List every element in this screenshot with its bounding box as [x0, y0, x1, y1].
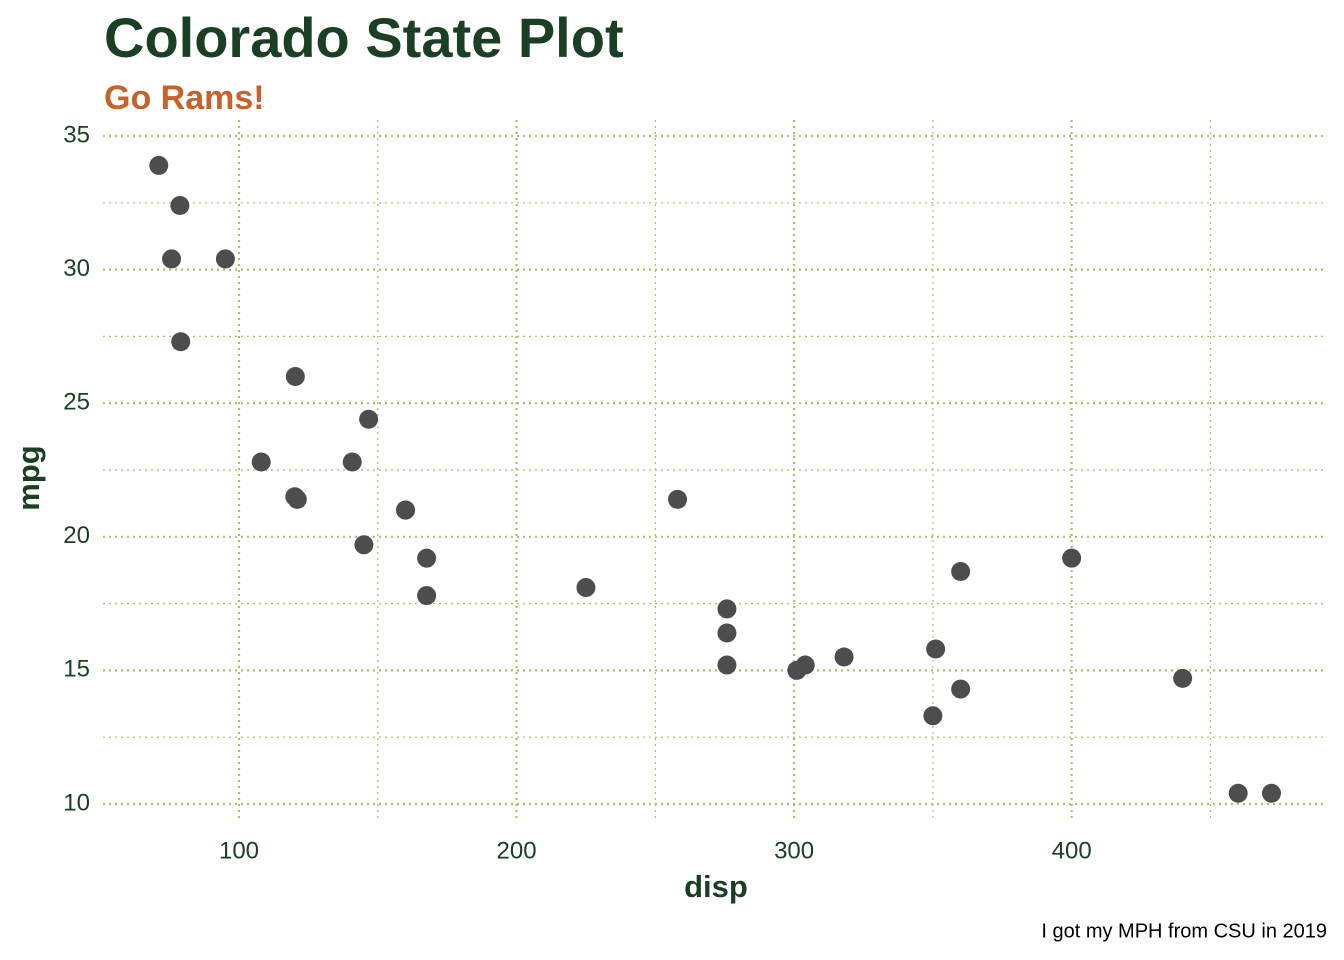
point	[1261, 783, 1281, 803]
x-tick-label: 300	[774, 837, 814, 864]
point	[396, 500, 416, 520]
point	[1062, 548, 1082, 568]
x-tick-label: 200	[497, 837, 537, 864]
x-tick-label: 100	[219, 837, 259, 864]
y-tick-label: 25	[63, 389, 90, 416]
y-tick-label: 15	[63, 656, 90, 683]
point	[342, 452, 362, 472]
point	[1228, 783, 1248, 803]
caption: I got my MPH from CSU in 2019	[1041, 920, 1327, 942]
chart-subtitle: Go Rams!	[104, 79, 265, 117]
point	[717, 599, 737, 619]
y-tick-label: 10	[63, 789, 90, 816]
point	[285, 366, 305, 386]
point	[923, 706, 943, 726]
point	[951, 562, 971, 582]
point	[251, 452, 271, 472]
point	[417, 548, 437, 568]
point	[951, 679, 971, 699]
point	[668, 489, 688, 509]
point	[576, 578, 596, 598]
point	[1173, 668, 1193, 688]
point	[162, 249, 182, 269]
y-axis-label: mpg	[11, 445, 46, 510]
point	[717, 623, 737, 643]
point	[787, 660, 807, 680]
point	[717, 655, 737, 675]
point	[834, 647, 854, 667]
y-tick-label: 20	[63, 522, 90, 549]
point	[170, 195, 190, 215]
point	[171, 332, 191, 352]
y-tick-label: 30	[63, 255, 90, 282]
point	[354, 535, 374, 555]
point	[287, 489, 307, 509]
point	[215, 249, 235, 269]
chart-title: Colorado State Plot	[104, 6, 624, 69]
point	[149, 155, 169, 175]
x-axis-label: disp	[684, 869, 748, 904]
y-tick-label: 35	[63, 121, 90, 148]
x-tick-label: 400	[1052, 837, 1092, 864]
point	[417, 586, 437, 606]
point	[359, 409, 379, 429]
point	[926, 639, 946, 659]
